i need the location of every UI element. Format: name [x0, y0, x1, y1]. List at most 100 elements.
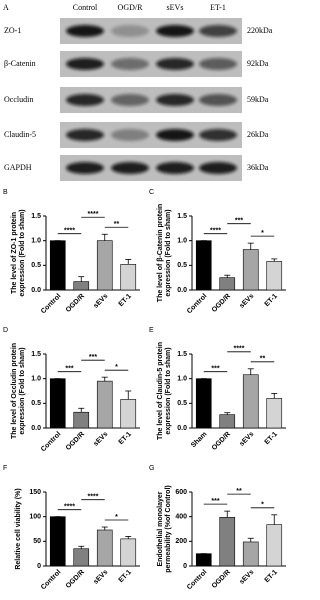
significance-label: **** [210, 228, 221, 235]
bar [120, 538, 137, 567]
bar [49, 378, 66, 429]
y-tick-label: 1.5 [177, 213, 187, 220]
bar [219, 516, 236, 567]
significance-label: * [115, 514, 118, 521]
lane-label: ET-1 [210, 3, 226, 12]
y-tick-label: 0 [37, 563, 41, 570]
blot-band [156, 58, 194, 70]
y-axis-label: expression (Fold to sham) [19, 347, 26, 434]
bar [242, 541, 259, 567]
panel-letter: F [3, 465, 7, 472]
panel-letter: B [3, 189, 8, 196]
significance-label: * [261, 230, 264, 237]
significance-label: **** [88, 494, 99, 501]
y-tick-label: 1.5 [31, 351, 41, 358]
blot-band [156, 25, 194, 37]
protein-label: Occludin [4, 95, 33, 104]
blot-band [111, 162, 149, 174]
x-tick-label: ET-1 [118, 293, 133, 308]
blot-band [66, 162, 104, 174]
x-tick-label: OGD/R [65, 431, 86, 452]
lane-label: Control [73, 3, 98, 12]
x-tick-label: Control [186, 569, 209, 592]
y-tick-label: 0.5 [177, 262, 187, 269]
blot-band [199, 129, 237, 141]
bar [195, 553, 212, 567]
y-axis-label: Endothelial monolayer [157, 491, 164, 566]
y-tick-label: 1.5 [177, 351, 187, 358]
bar [219, 277, 236, 291]
blot-band [156, 94, 194, 106]
bar [242, 249, 259, 291]
bar [73, 548, 90, 567]
blot-band [111, 129, 149, 141]
panel-letter: E [149, 327, 154, 334]
y-tick-label: 1.0 [177, 238, 187, 245]
x-tick-label: OGD/R [211, 293, 232, 314]
protein-label: ZO-1 [4, 26, 21, 35]
y-tick-label: 0.5 [31, 400, 41, 407]
x-tick-label: Control [40, 293, 63, 316]
y-tick-label: 0.5 [177, 400, 187, 407]
significance-label: **** [88, 211, 99, 218]
bar [195, 240, 212, 291]
y-tick-label: 0.5 [31, 262, 41, 269]
bar [266, 261, 283, 291]
bar [96, 529, 113, 567]
y-tick-label: 150 [29, 489, 41, 496]
bar [49, 516, 66, 567]
y-tick-label: 0.0 [177, 425, 187, 432]
x-tick-label: ET-1 [264, 431, 279, 446]
bar [120, 399, 137, 429]
x-tick-label: OGD/R [211, 569, 232, 590]
x-tick-label: Control [40, 569, 63, 592]
y-axis-label: permeability (%of Control) [165, 485, 172, 573]
x-tick-label: sEVs [238, 431, 255, 448]
blot-band [111, 25, 149, 37]
significance-label: *** [235, 218, 243, 225]
y-tick-label: 50 [33, 538, 41, 545]
protein-label: Claudin-5 [4, 130, 36, 139]
weight-label: 59kDa [247, 95, 269, 104]
blot-band [199, 162, 237, 174]
x-tick-label: sEVs [92, 293, 109, 310]
y-axis-label: expression (Fold to sham) [165, 347, 172, 434]
weight-label: 26kDa [247, 130, 269, 139]
blot-band [199, 94, 237, 106]
bar [49, 240, 66, 291]
y-tick-label: 1.5 [31, 213, 41, 220]
y-axis-label: The level of ZO-1 protein [11, 212, 18, 294]
significance-label: * [115, 364, 118, 371]
x-tick-label: ET-1 [264, 569, 279, 584]
significance-label: ** [236, 488, 242, 495]
y-tick-label: 0.0 [177, 287, 187, 294]
x-tick-label: Sham [190, 431, 208, 449]
x-tick-label: ET-1 [264, 293, 279, 308]
y-tick-label: 0.0 [31, 425, 41, 432]
x-tick-label: ET-1 [118, 569, 133, 584]
x-tick-label: OGD/R [211, 431, 232, 452]
panel-letter: A [3, 3, 9, 12]
x-tick-label: Control [186, 293, 209, 316]
blot-band [66, 58, 104, 70]
significance-label: ** [260, 356, 266, 363]
x-tick-label: sEVs [238, 569, 255, 586]
y-tick-label: 100 [29, 514, 41, 521]
bar [96, 380, 113, 429]
x-tick-label: sEVs [92, 569, 109, 586]
y-axis-label: expression (Fold to sham) [19, 209, 26, 296]
bar [96, 240, 113, 291]
blot-band [156, 162, 194, 174]
weight-label: 220kDa [247, 26, 273, 35]
y-tick-label: 1.0 [31, 238, 41, 245]
blot-band [199, 58, 237, 70]
protein-label: β-Catenin [4, 59, 36, 68]
bar [242, 374, 259, 429]
bar [195, 378, 212, 429]
y-tick-label: 0 [183, 563, 187, 570]
blot-band [66, 94, 104, 106]
bar [266, 398, 283, 429]
panel-letter: C [149, 189, 154, 196]
protein-label: GAPDH [4, 163, 32, 172]
